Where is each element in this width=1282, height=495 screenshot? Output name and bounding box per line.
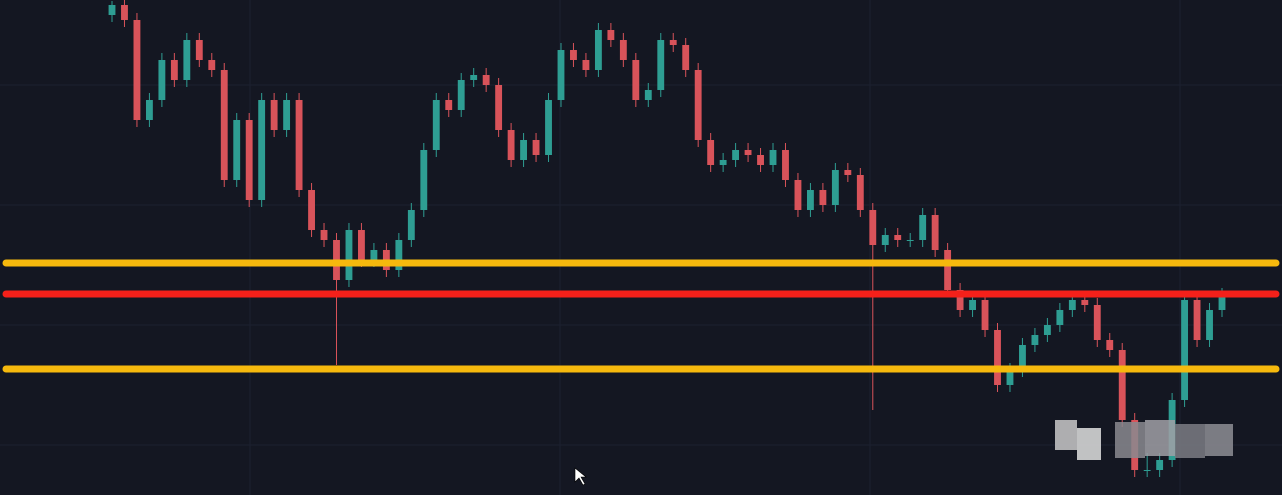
candle-body [283,100,291,130]
candle-body [931,215,939,250]
candle-body [994,330,1001,385]
candle-body [981,300,989,330]
candle-body [594,30,602,70]
candle-body [881,235,889,245]
candle-body [233,120,241,180]
candle-body [258,100,266,200]
candle-body [869,210,877,245]
levels [2,259,1280,373]
candle-body [133,20,141,120]
candle-body [270,100,278,130]
candle-body [532,140,540,155]
candle-body [794,180,802,210]
candle-body [370,250,378,260]
candle-body [121,5,128,20]
candle-body [1206,310,1213,340]
candle-body [819,190,827,205]
candle-body [657,40,665,90]
candle-body [557,50,565,100]
candle-body [1156,460,1164,470]
candle-body [570,50,577,60]
candle-body [1106,340,1114,350]
candle-body [183,40,191,80]
candle-body [1006,370,1014,385]
blurred-watermark [1055,420,1233,460]
candle-body [170,60,178,80]
candle-body [320,230,328,240]
candle-body [707,140,715,165]
candle-body [919,215,927,240]
candle-body [145,100,153,120]
candle-body [358,230,365,260]
candle-body [345,230,353,280]
candle-body [944,250,952,290]
candle-body [894,235,902,240]
candle-body [844,170,852,175]
candle-body [495,85,503,130]
candle-body [395,240,403,270]
candle-body [158,60,166,100]
candle-body [545,100,552,155]
candle-body [694,70,702,140]
candle-body [420,150,428,210]
candle-body [1081,300,1089,305]
candle-body [482,75,490,85]
candle-body [1019,345,1026,370]
candle-body [831,170,839,205]
candle-body [1218,295,1226,310]
candle-body [457,80,465,110]
candle-body [507,130,515,160]
candle-body [220,70,228,180]
candle-body [208,60,216,70]
candle-body [619,40,627,60]
candle-body [1056,310,1064,325]
candle-body [1093,305,1101,340]
candle-body [744,150,752,155]
candle-body [669,40,677,45]
candle-body [470,75,478,80]
candle-body [1031,335,1039,345]
candle-body [245,120,253,200]
candle-body [732,150,740,160]
candle-body [432,100,440,150]
candle-body [582,60,590,70]
candle-body [632,60,640,100]
candle-body [719,160,727,165]
candle-body [1143,470,1151,471]
candle-body [644,90,652,100]
candle-body [856,175,864,210]
candle-body [757,155,764,165]
candle-body [782,150,789,180]
mouse-cursor [574,467,587,486]
candle-body [682,45,690,70]
candle-body [308,190,315,230]
candle-body [195,40,203,60]
candle-body [906,240,914,241]
candle-body [1193,300,1201,340]
candle-body [607,30,615,40]
candle-body [956,290,964,310]
candle-body [407,210,415,240]
candle-body [520,140,528,160]
candle-body [1118,350,1126,420]
candle-body [1068,300,1076,310]
candle-body [969,300,976,310]
candle-body [445,100,453,110]
candle-body [108,5,116,15]
candle-body [769,150,777,165]
candle-body [1043,325,1051,335]
candle-body [806,190,814,210]
candle-body [1181,300,1189,400]
candle-body [295,100,303,190]
